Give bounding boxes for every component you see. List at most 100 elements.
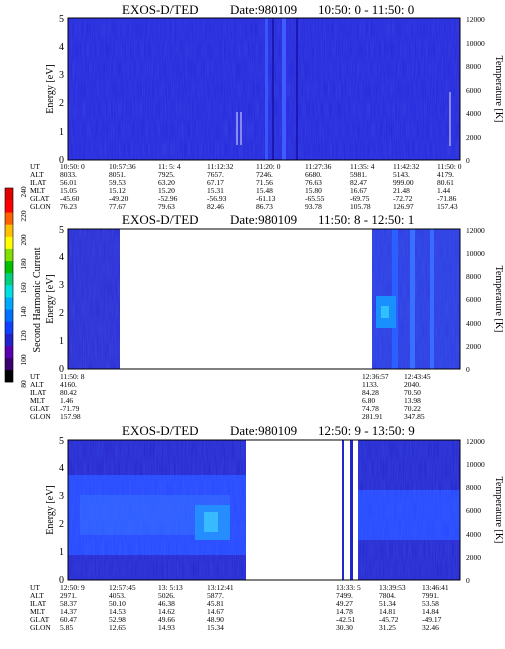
orbit-cell: -56.93 [207, 194, 227, 203]
orbit-cell: 50.10 [109, 599, 126, 608]
orbit-cell: 7246. [256, 170, 273, 179]
colorbar-swatch [5, 297, 13, 310]
y-tick-label: 4 [59, 463, 64, 474]
panel-2-orbit-labels: UT ALT ILAT MLT GLAT GLON [30, 372, 51, 421]
panel-3-time-range: 12:50: 9 - 13:50: 9 [318, 423, 415, 438]
orbit-cell: -65.55 [305, 194, 325, 203]
orbit-cell: 14.84 [422, 607, 439, 616]
y2-tick-label: 0 [466, 156, 470, 165]
panel-1-orbit-labels: UT ALT ILAT MLT GLAT GLON [30, 162, 51, 211]
y-tick-label: 1 [59, 127, 64, 138]
orbit-cell: 63.20 [158, 178, 175, 187]
orbit-cell: 13.98 [404, 396, 421, 405]
colorbar-label: Second Harmonic Current [32, 247, 43, 352]
orbit-cell: 82.47 [350, 178, 367, 187]
colorbar-swatch [5, 272, 13, 286]
panel-1-date: Date:980109 [230, 2, 297, 17]
y2-axis-label: Temperature [K] [493, 56, 504, 123]
colorbar-swatch [5, 285, 13, 298]
y2-tick-label: 6000 [466, 86, 481, 95]
y-axis-label: Energy [eV] [45, 485, 56, 535]
orbit-cell: 58.37 [60, 599, 77, 608]
y-tick-label: 3 [59, 70, 64, 81]
orbit-cell: 12:50: 9 [60, 583, 85, 592]
y2-tick-label: 4000 [466, 530, 481, 539]
orbit-cell: 1133. [362, 380, 379, 389]
orbit-cell: 11:50: 0 [437, 162, 462, 171]
panel-3-plot-frame [67, 439, 461, 581]
orbit-cell: 11:27:36 [305, 162, 332, 171]
orbit-cell: 8051. [109, 170, 126, 179]
panel-1: EXOS-D/TED Date:980109 10:50: 0 - 11:50:… [30, 2, 504, 211]
orbit-cell: -49.20 [109, 194, 129, 203]
orbit-cell: 7991. [422, 591, 439, 600]
colorbar-swatch [5, 333, 13, 346]
orbit-cell: 14.93 [158, 623, 175, 632]
orbit-cell: 76.23 [60, 202, 77, 211]
orbit-cell: 15.34 [207, 623, 224, 632]
orbit-cell: 105.78 [350, 202, 371, 211]
orbit-label: GLON [30, 412, 51, 421]
colorbar-swatches [5, 188, 13, 383]
y2-tick-label: 12000 [466, 15, 485, 24]
orbit-cell: 999.00 [393, 178, 414, 187]
orbit-label: ILAT [30, 178, 47, 187]
orbit-cell: 82.46 [207, 202, 224, 211]
panel-1-plot-frame [67, 17, 461, 161]
orbit-cell: 6680. [305, 170, 322, 179]
panel-2-stripe [430, 229, 434, 369]
orbit-cell: 14.37 [60, 607, 77, 616]
y2-tick-label: 8000 [466, 272, 481, 281]
panel-1-y2-axis: 0 2000 4000 6000 8000 10000 12000 Temper… [466, 15, 504, 165]
orbit-label: GLAT [30, 194, 50, 203]
orbit-cell: 11:12:32 [207, 162, 234, 171]
panel-2-data-texture [68, 229, 120, 369]
orbit-cell: 2971. [60, 591, 77, 600]
orbit-cell: 11:50: 8 [60, 372, 85, 381]
orbit-cell: 48.90 [207, 615, 224, 624]
orbit-cell: 71.56 [256, 178, 273, 187]
colorbar-tick-label: 100 [19, 354, 28, 366]
orbit-cell: 30.30 [336, 623, 353, 632]
orbit-cell: 49.66 [158, 615, 175, 624]
orbit-cell: 45.81 [207, 599, 224, 608]
orbit-cell: 5981. [350, 170, 367, 179]
y2-axis-label: Temperature [K] [493, 477, 504, 544]
orbit-cell: 79.63 [158, 202, 175, 211]
orbit-label: ILAT [30, 388, 47, 397]
y-tick-label: 4 [59, 252, 64, 263]
colorbar-swatch [5, 188, 13, 201]
orbit-cell: 4179. [437, 170, 454, 179]
panel-2-orbit-table: 11:50: 8 4160. 80.42 1.46 -71.79 157.98 … [60, 372, 431, 421]
panel-2-title: EXOS-D/TED [122, 212, 199, 227]
orbit-cell: 5026. [158, 591, 175, 600]
orbit-cell: 4160. [60, 380, 77, 389]
orbit-label: ALT [30, 591, 44, 600]
colorbar-tick-label: 240 [19, 186, 28, 198]
orbit-cell: 13:39:53 [379, 583, 406, 592]
colorbar-tick-label: 80 [19, 380, 28, 388]
orbit-cell: 2040. [404, 380, 421, 389]
colorbar-swatch [5, 236, 13, 249]
y-tick-label: 0 [59, 155, 64, 166]
y-tick-label: 1 [59, 336, 64, 347]
panel-3-y-axis: 0 1 2 3 4 5 Energy [eV] [45, 436, 64, 586]
orbit-cell: -71.86 [437, 194, 457, 203]
colorbar-swatch [5, 212, 13, 225]
orbit-cell: 5.85 [60, 623, 73, 632]
orbit-cell: 12:36:57 [362, 372, 389, 381]
y2-tick-label: 8000 [466, 483, 481, 492]
y-axis-label: Energy [eV] [45, 274, 56, 324]
panel-3-data-texture [358, 440, 460, 580]
orbit-cell: 15.48 [256, 186, 273, 195]
panel-2-time-range: 11:50: 8 - 12:50: 1 [318, 212, 414, 227]
orbit-cell: -71.79 [60, 404, 80, 413]
y2-tick-label: 2000 [466, 342, 481, 351]
orbit-label: ALT [30, 380, 44, 389]
orbit-label: MLT [30, 607, 46, 616]
colorbar-swatch [5, 224, 13, 237]
colorbar-swatch [5, 260, 13, 274]
orbit-cell: -69.75 [350, 194, 370, 203]
panel-2-y-axis: 0 1 2 3 4 5 Energy [eV] [45, 225, 64, 375]
panel-2-plot-frame [67, 228, 461, 370]
